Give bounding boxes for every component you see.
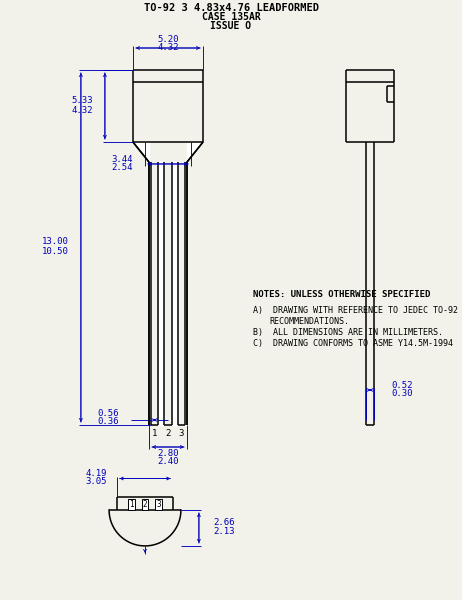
Text: RECOMMENDATIONS.: RECOMMENDATIONS.	[269, 317, 349, 326]
Text: B)  ALL DIMENSIONS ARE IN MILLIMETERS.: B) ALL DIMENSIONS ARE IN MILLIMETERS.	[253, 328, 443, 337]
Text: ISSUE O: ISSUE O	[210, 21, 252, 31]
Text: 2.13: 2.13	[213, 527, 234, 536]
Text: C)  DRAWING CONFORMS TO ASME Y14.5M-1994: C) DRAWING CONFORMS TO ASME Y14.5M-1994	[253, 339, 453, 348]
Text: 0.52: 0.52	[391, 380, 413, 389]
Text: A)  DRAWING WITH REFERENCE TO JEDEC TO-92: A) DRAWING WITH REFERENCE TO JEDEC TO-92	[253, 306, 458, 315]
Text: 4.32: 4.32	[157, 43, 179, 52]
Text: NOTES: UNLESS OTHERWISE SPECIFIED: NOTES: UNLESS OTHERWISE SPECIFIED	[253, 290, 431, 299]
Text: 2.80: 2.80	[157, 449, 179, 457]
Text: 3.05: 3.05	[85, 477, 107, 486]
Text: 0.56: 0.56	[97, 409, 119, 418]
Text: 3.44: 3.44	[111, 155, 133, 164]
Text: 2.54: 2.54	[111, 163, 133, 172]
Text: CASE 135AR: CASE 135AR	[201, 12, 261, 22]
Text: 1: 1	[129, 500, 134, 509]
Text: 3: 3	[156, 500, 161, 509]
Text: 2.66: 2.66	[213, 518, 234, 527]
Text: 5.33: 5.33	[72, 97, 93, 106]
Text: 5.20: 5.20	[157, 35, 179, 44]
Text: 2.40: 2.40	[157, 457, 179, 466]
Text: 13.00: 13.00	[42, 237, 69, 246]
Text: 0.30: 0.30	[391, 389, 413, 397]
Text: 4.19: 4.19	[85, 469, 107, 478]
Bar	[155, 499, 162, 510]
Text: 2: 2	[165, 430, 170, 439]
Text: 2: 2	[143, 500, 147, 509]
Text: 4.32: 4.32	[72, 106, 93, 115]
Text: 10.50: 10.50	[42, 247, 69, 256]
Text: 0.36: 0.36	[97, 416, 119, 425]
Bar	[128, 499, 134, 510]
Text: 3: 3	[179, 430, 184, 439]
Text: 1: 1	[152, 430, 157, 439]
Bar	[142, 499, 148, 510]
Text: TO-92 3 4.83x4.76 LEADFORMED: TO-92 3 4.83x4.76 LEADFORMED	[144, 3, 318, 13]
